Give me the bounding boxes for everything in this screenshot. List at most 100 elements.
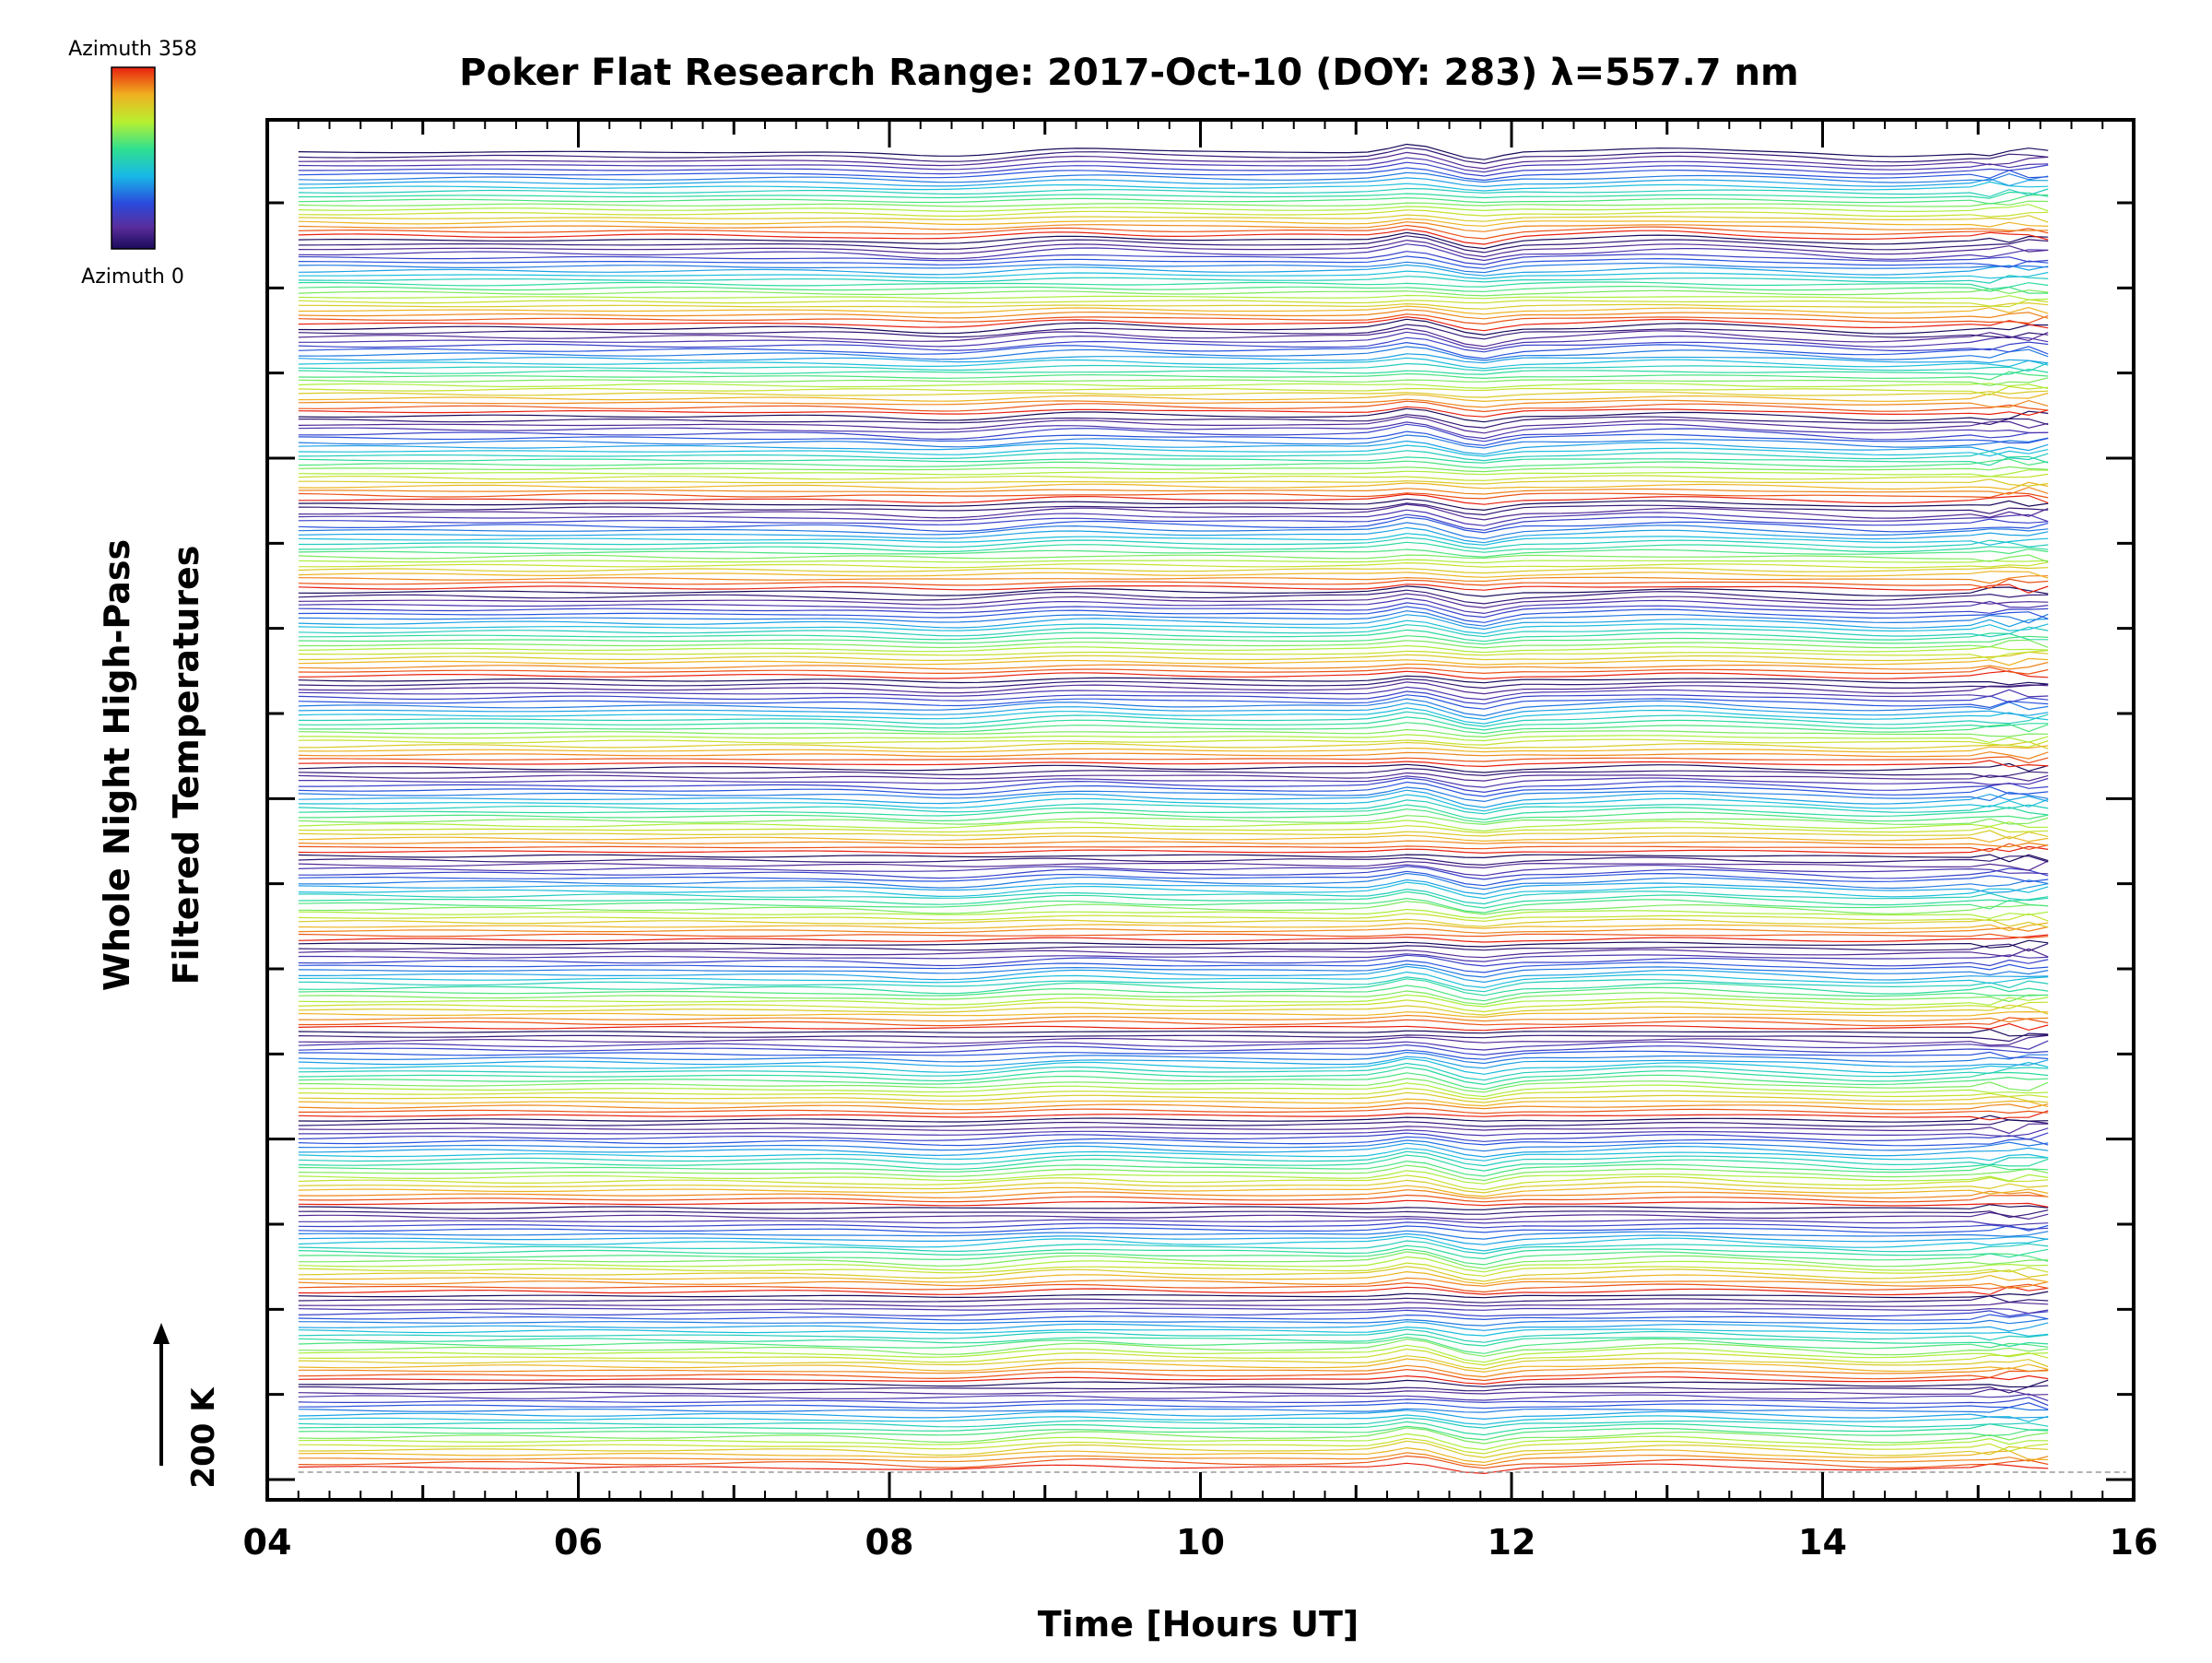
temperature-trace — [298, 1174, 2049, 1191]
temperature-trace — [298, 239, 2049, 258]
temperature-trace — [298, 251, 2049, 265]
temperature-trace — [298, 614, 2049, 631]
temperature-trace — [298, 619, 2049, 635]
temperature-trace — [298, 209, 2049, 218]
temperature-trace — [298, 690, 2049, 705]
temperature-trace — [298, 1034, 2049, 1046]
temperature-trace — [298, 934, 2049, 943]
trace-group — [298, 143, 2126, 1475]
temperature-trace — [298, 1374, 2049, 1386]
temperature-trace — [298, 1421, 2049, 1436]
temperature-trace — [298, 151, 2049, 170]
temperature-trace — [298, 738, 2049, 749]
temperature-trace — [298, 548, 2049, 558]
temperature-trace — [298, 1127, 2049, 1138]
temperature-trace — [298, 794, 2049, 812]
temperature-trace — [298, 1119, 2049, 1127]
temperature-trace — [298, 1098, 2049, 1108]
temperature-trace — [298, 1414, 2049, 1425]
x-tick-label: 14 — [1798, 1522, 1847, 1563]
temperature-trace — [298, 933, 2049, 939]
temperature-trace — [298, 1248, 2049, 1266]
temperature-trace — [298, 734, 2049, 744]
temperature-trace — [298, 1407, 2049, 1413]
temperature-trace — [298, 336, 2049, 353]
colorbar: Azimuth 358 Azimuth 0 — [68, 38, 197, 289]
temperature-trace — [298, 1115, 2049, 1123]
temperature-trace — [298, 681, 2049, 695]
temperature-trace — [298, 786, 2049, 803]
temperature-trace — [298, 1409, 2049, 1421]
temperature-trace — [298, 440, 2049, 455]
colorbar-gradient — [111, 66, 156, 250]
temperature-trace — [298, 670, 2049, 680]
temperature-trace — [298, 1132, 2049, 1142]
temperature-trace — [298, 400, 2049, 413]
temperature-trace — [298, 597, 2049, 615]
temperature-trace — [298, 1256, 2049, 1273]
temperature-trace — [298, 840, 2049, 848]
temperature-trace — [298, 1452, 2049, 1467]
temperature-trace — [298, 353, 2049, 364]
temperature-trace — [298, 309, 2049, 320]
temperature-trace — [298, 1072, 2049, 1091]
temperature-trace — [298, 1010, 2049, 1019]
temperature-trace — [298, 261, 2049, 274]
x-tick-labels: 04 06 08 10 12 14 16 — [243, 1522, 2159, 1563]
temperature-trace — [298, 1221, 2049, 1231]
temperature-trace — [298, 541, 2049, 553]
temperature-trace — [298, 1194, 2049, 1203]
temperature-trace — [298, 1014, 2049, 1023]
temperature-trace — [298, 1285, 2049, 1296]
temperature-trace — [298, 1402, 2049, 1410]
temperature-trace — [298, 872, 2049, 890]
temperature-trace — [298, 377, 2049, 386]
temperature-trace — [298, 978, 2049, 997]
temperature-trace — [298, 948, 2049, 959]
temperature-trace — [298, 866, 2049, 880]
x-tick-label: 08 — [865, 1522, 914, 1563]
temperature-trace — [298, 264, 2049, 277]
scale-marker-label: 200 K — [185, 1386, 222, 1489]
temperature-trace — [298, 1368, 2049, 1382]
temperature-trace — [298, 382, 2049, 390]
temperature-trace — [298, 1244, 2049, 1260]
temperature-trace — [298, 478, 2049, 487]
temperature-trace — [298, 624, 2049, 638]
temperature-trace — [298, 830, 2049, 840]
x-tick-label: 06 — [554, 1522, 603, 1563]
temperature-trace — [298, 1233, 2049, 1245]
temperature-trace — [298, 316, 2049, 332]
temperature-trace — [298, 218, 2049, 228]
temperature-trace — [298, 305, 2049, 315]
temperature-trace — [298, 1307, 2049, 1315]
temperature-trace — [298, 1049, 2049, 1060]
temperature-trace — [298, 772, 2049, 782]
temperature-trace — [298, 686, 2049, 701]
temperature-trace — [298, 341, 2049, 360]
temperature-trace — [298, 855, 2049, 867]
temperature-trace — [298, 255, 2049, 269]
temperature-trace — [298, 1148, 2049, 1162]
temperature-trace — [298, 756, 2049, 764]
temperature-trace — [298, 537, 2049, 550]
colorbar-bottom-label: Azimuth 0 — [81, 265, 184, 289]
temperature-trace — [298, 270, 2049, 280]
temperature-trace — [298, 455, 2049, 466]
temperature-trace — [298, 167, 2049, 182]
temperature-trace — [298, 1154, 2049, 1172]
temperature-trace — [298, 888, 2049, 905]
temperature-trace — [298, 498, 2049, 512]
temperature-trace — [298, 825, 2049, 834]
temperature-trace — [298, 1379, 2049, 1388]
temperature-trace — [298, 1317, 2049, 1327]
temperature-trace — [298, 235, 2049, 254]
temperature-trace — [298, 767, 2049, 778]
y-axis-label-line2: Filtered Temperatures — [166, 546, 206, 985]
temperature-trace — [298, 1230, 2049, 1240]
temperature-trace — [298, 777, 2049, 794]
x-axis-label: Time [Hours UT] — [1038, 1604, 1359, 1645]
temperature-trace — [298, 881, 2049, 900]
temperature-trace — [298, 392, 2049, 403]
